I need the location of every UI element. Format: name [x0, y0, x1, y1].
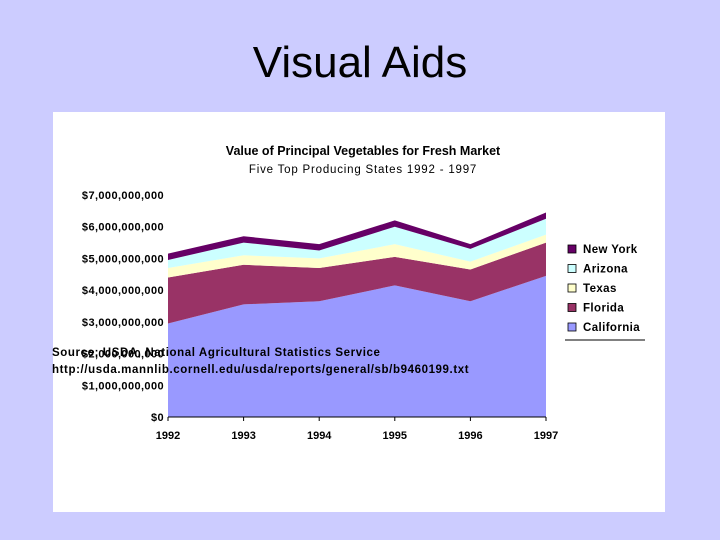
legend-label-new-york: New York: [583, 244, 638, 256]
y-tick-label: $7,000,000,000: [82, 190, 164, 202]
legend-swatch-arizona: [567, 264, 577, 273]
x-tick-label: 1995: [383, 430, 407, 442]
x-tick-label: 1992: [156, 430, 180, 442]
area-california: [168, 275, 546, 417]
area-new-york: [168, 212, 546, 261]
area-florida: [168, 242, 546, 324]
y-tick-label: $4,000,000,000: [82, 285, 164, 297]
legend-swatch-florida: [567, 303, 577, 312]
y-tick-label: $2,000,000,000: [82, 349, 164, 361]
legend-label-florida: Florida: [583, 303, 624, 315]
chart-title: Value of Principal Vegetables for Fresh …: [226, 144, 501, 158]
chart-subtitle: Five Top Producing States 1992 - 1997: [249, 164, 477, 176]
x-tick-label: 1994: [307, 430, 332, 442]
area-arizona: [168, 218, 546, 268]
slide-title: Visual Aids: [252, 38, 468, 87]
y-tick-label: $5,000,000,000: [82, 253, 164, 265]
source-note: Source: USDA, National Agricultural Stat…: [52, 345, 469, 379]
legend-swatch-new-york: [567, 244, 577, 254]
legend-swatch-texas: [567, 283, 577, 293]
source-url: http://usda.mannlib.cornell.edu/usda/rep…: [52, 364, 470, 376]
source-line-1: Source: USDA, National Agricultural Stat…: [52, 347, 381, 359]
x-tick-label: 1997: [534, 430, 558, 442]
legend-swatch-california: [567, 322, 577, 332]
y-tick-label: $1,000,000,000: [82, 380, 164, 392]
area-texas: [168, 234, 546, 278]
y-tick-label: $6,000,000,000: [82, 222, 164, 234]
stacked-area-chart: Value of Principal Vegetables for Fresh …: [82, 144, 645, 442]
y-tick-label: $0: [151, 412, 164, 424]
x-tick-label: 1993: [231, 430, 255, 442]
y-tick-label: $3,000,000,000: [82, 317, 164, 329]
legend-label-arizona: Arizona: [583, 264, 628, 276]
chart-panel: Value of Principal Vegetables for Fresh …: [53, 112, 665, 512]
x-tick-label: 1996: [458, 430, 482, 442]
legend-label-california: California: [583, 322, 640, 334]
legend-label-texas: Texas: [583, 283, 617, 295]
